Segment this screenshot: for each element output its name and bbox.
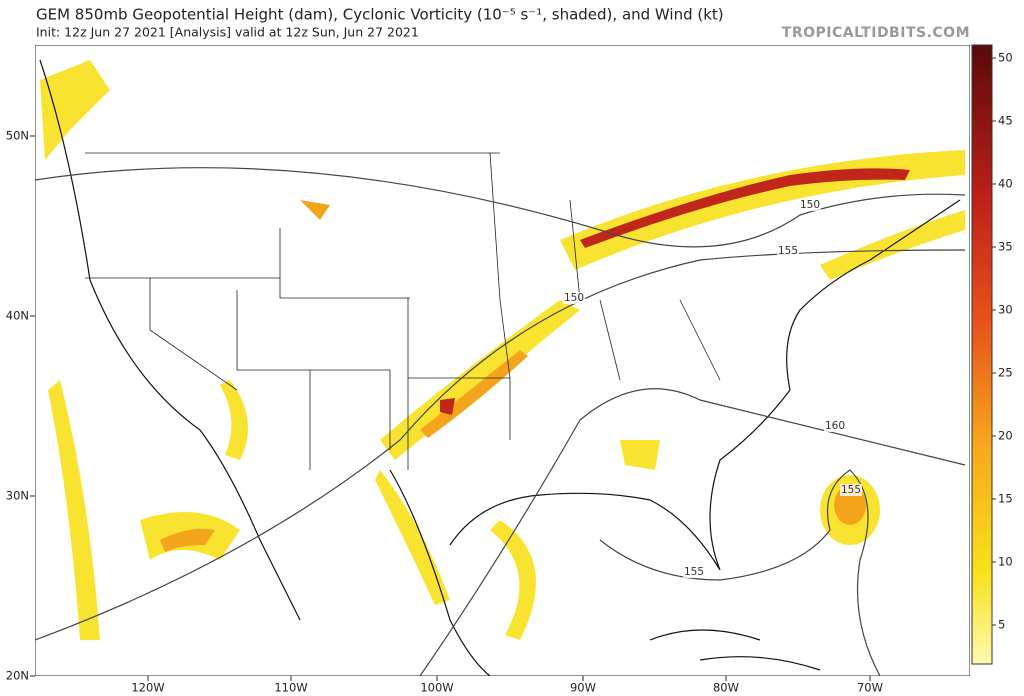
- coast: [39, 59, 301, 621]
- shade: [620, 440, 660, 470]
- lon-label: 110W: [274, 681, 307, 695]
- contour: [419, 388, 966, 676]
- coast: [389, 469, 491, 676]
- shade: [580, 168, 910, 248]
- state-borders: [85, 152, 721, 470]
- contour-label: 155: [778, 245, 798, 257]
- border: [85, 152, 721, 470]
- contour-label: 160: [825, 420, 845, 432]
- shade: [420, 350, 528, 438]
- title: GEM 850mb Geopotential Height (dam), Cyc…: [36, 6, 724, 24]
- colorbar-label: 20: [998, 429, 1013, 443]
- coast: [449, 199, 961, 571]
- lat-label: 20N: [6, 669, 29, 683]
- colorbar-label: 10: [998, 555, 1013, 569]
- contour-label: 150: [564, 292, 584, 304]
- lon-label: 90W: [570, 681, 596, 695]
- coast: [649, 629, 821, 671]
- lat-label: 50N: [6, 129, 29, 143]
- shade: [560, 150, 965, 270]
- contour-label-bg: [777, 245, 799, 257]
- contour-label-bg: [799, 199, 821, 211]
- vorticity-shading: [40, 60, 965, 640]
- lon-label: 70W: [857, 681, 883, 695]
- colorbar-label: 50: [998, 51, 1013, 65]
- contour: [599, 469, 881, 676]
- colorbar-label: 30: [998, 303, 1013, 317]
- coastline: [39, 59, 961, 676]
- shade: [440, 398, 455, 415]
- lat-label: 40N: [6, 309, 29, 323]
- colorbar-label: 35: [998, 240, 1013, 254]
- shade: [220, 380, 248, 460]
- contour-label: 150: [800, 199, 820, 211]
- contour-label-bg: [683, 566, 705, 578]
- shade: [490, 520, 536, 640]
- labels: 5 10 15 20 25 30 35 40 45 50 120W 110W 100W 90W 80W 70W…: [6, 51, 1013, 695]
- contour-label-bg: [840, 484, 862, 496]
- contour-label-bg: [824, 420, 846, 432]
- lat-label: 30N: [6, 489, 29, 503]
- contour-label: 155: [841, 484, 861, 496]
- contour: [35, 167, 966, 248]
- shade: [40, 60, 110, 160]
- lon-label: 120W: [131, 681, 164, 695]
- shade: [300, 200, 330, 220]
- site-credit: TROPICALTIDBITS.COM: [782, 25, 970, 41]
- colorbar-label: 45: [998, 114, 1013, 128]
- colorbar-label: 25: [998, 366, 1013, 380]
- contour-label: 155: [684, 566, 704, 578]
- shade: [160, 528, 215, 552]
- colorbar-label: 15: [998, 492, 1013, 506]
- shade: [380, 300, 580, 460]
- shade: [48, 380, 100, 640]
- colorbar: [971, 44, 993, 665]
- shade: [375, 470, 450, 605]
- colorbar-label: 5: [998, 618, 1005, 632]
- map-area: [35, 45, 970, 676]
- colorbar-label: 40: [998, 177, 1013, 191]
- subtitle: Init: 12z Jun 27 2021 [Analysis] valid a…: [36, 25, 419, 40]
- lon-label: 100W: [420, 681, 453, 695]
- lon-label: 80W: [713, 681, 739, 695]
- contour-label-bg: [563, 292, 585, 304]
